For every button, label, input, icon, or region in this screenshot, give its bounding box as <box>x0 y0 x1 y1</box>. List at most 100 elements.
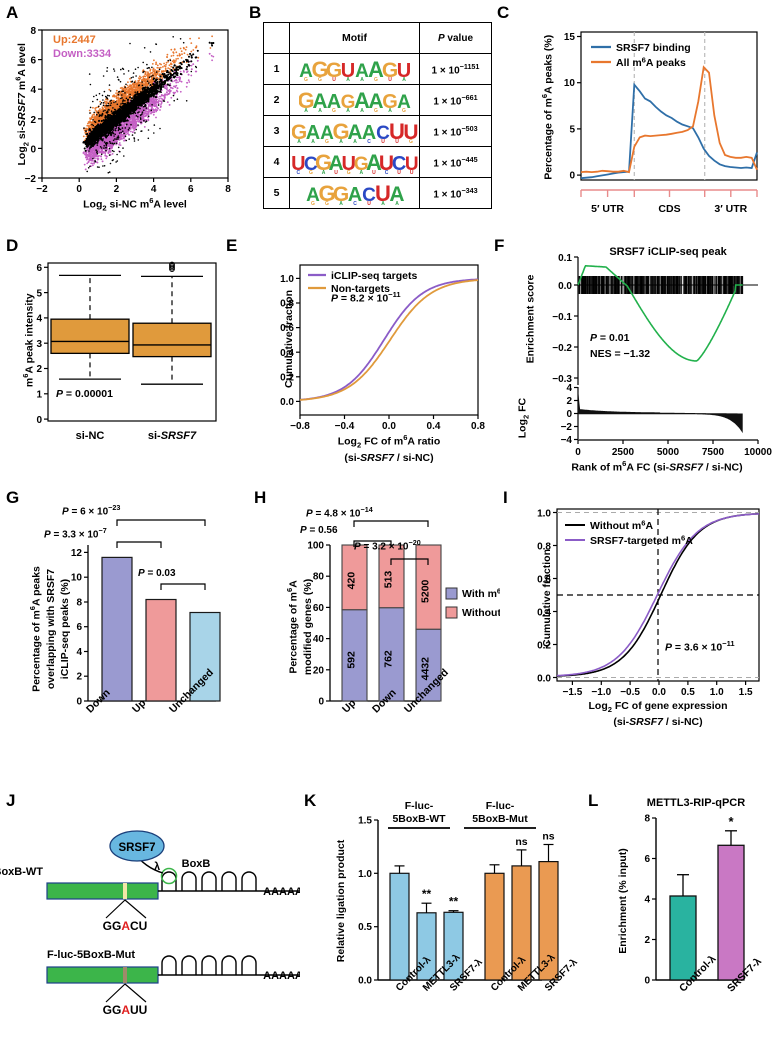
motif-index: 3 <box>264 116 290 147</box>
panel-j: J λ BoxB AAAAA SRSF7 F-luc-5BoxB-WT GGAC… <box>0 790 300 1043</box>
panel-f-stats: P = 0.01 NES = −1.32 <box>590 330 650 363</box>
j-wt-site <box>123 883 127 899</box>
l-bar <box>670 896 696 980</box>
l-ytick: 0 <box>644 976 650 987</box>
e-legend-label-1: iCLIP-seq targets <box>331 270 418 282</box>
panel-f-letter: F <box>494 237 504 254</box>
j-boxb-label: BoxB <box>182 858 211 870</box>
motif-index: 4 <box>264 147 290 178</box>
panel-a-ylabel: Log2 si-SRSF7 m6A level <box>14 24 31 184</box>
f-title: SRSF7 iCLIP-seq peak <box>609 246 727 258</box>
motif-pvalue: 1 × 10−661 <box>420 85 492 116</box>
j-wt-leader <box>106 900 146 918</box>
l-ytick: 6 <box>644 854 650 865</box>
h-bracket-label-3: P = 3.2 × 10−20 <box>354 538 421 552</box>
k-ytick: 0.5 <box>358 922 372 933</box>
g-ytick: 0 <box>76 697 82 708</box>
g-bracket-label-2: P = 6 × 10−23 <box>62 503 120 517</box>
h-bracket-label-1: P = 0.56 <box>300 525 338 536</box>
c-region-cds: CDS <box>658 203 680 215</box>
motif-index: 1 <box>264 54 290 85</box>
panel-j-schematic: λ BoxB AAAAA SRSF7 F-luc-5BoxB-WT GGACU … <box>0 790 300 1043</box>
g-ytick: 4 <box>76 647 82 658</box>
panel-k-ylabel: Relative ligation product <box>335 816 347 986</box>
c-legend-label-2: All m6A peaks <box>616 56 686 70</box>
i-legend-label-2: SRSF7-targeted m6A <box>590 534 693 548</box>
panel-d-letter: D <box>6 237 18 254</box>
k-ytick: 1.0 <box>358 869 372 880</box>
panel-f-xlabel: Rank of m6A FC (si-SRSF7 / si-NC) <box>542 459 772 474</box>
motif-index: 5 <box>264 178 290 209</box>
motif-header-motif: Motif <box>290 23 420 54</box>
motif-pvalue: 1 × 10−503 <box>420 116 492 147</box>
d-xlabel-1: si-NC <box>76 430 105 442</box>
panel-e-letter: E <box>226 237 237 254</box>
k-group-mut-line2: 5BoxB-Mut <box>472 813 528 825</box>
h-value-with: 762 <box>383 650 395 668</box>
l-bar <box>718 845 744 980</box>
j-mut-polya: AAAAA <box>263 970 300 982</box>
k-ytick: 1.5 <box>358 816 372 827</box>
g-ytick: 6 <box>76 622 82 633</box>
j-wt-motif: GGACU <box>103 919 148 933</box>
panel-f-ylabel-top: Enrichment score <box>525 252 537 387</box>
g-bar <box>102 557 132 701</box>
k-group-wt-line1: F-luc- <box>405 800 434 812</box>
k-bar <box>390 873 409 980</box>
c-legend-label-1: SRSF7 binding <box>616 42 691 54</box>
panel-j-letter: J <box>6 792 15 809</box>
j-srsf7-label: SRSF7 <box>118 842 155 854</box>
g-ytick: 12 <box>71 548 83 559</box>
motif-pvalue: 1 × 10−1151 <box>420 54 492 85</box>
h-value-without: 5200 <box>420 579 432 603</box>
j-wt-name: F-luc-5BoxB-WT <box>0 866 43 878</box>
motif-header-blank <box>264 23 290 54</box>
panel-e-xlabel: Log2 FC of m6A ratio (si-SRSF7 / si-NC) <box>300 433 478 465</box>
motif-header-pvalue: P value <box>420 23 492 54</box>
j-mut-gene-body <box>47 967 158 983</box>
j-wt-polya: AAAAA <box>263 886 300 898</box>
c-region-bracket <box>581 190 757 197</box>
panel-a-annotation-down: Down:3334 <box>53 48 111 60</box>
panel-f-ylabel-bottom: Log2 FC <box>516 381 530 456</box>
l-significance: * <box>728 814 734 829</box>
panel-l-letter: L <box>588 792 598 809</box>
panel-i-letter: I <box>503 489 508 506</box>
panel-a-xlabel: Log2 si-NC m6A level <box>42 196 228 213</box>
j-mut-boxb-loops <box>162 956 256 975</box>
k-significance: ** <box>422 887 432 901</box>
k-significance: ** <box>449 895 459 909</box>
panel-a-letter: A <box>6 4 18 21</box>
l-ytick: 8 <box>644 814 650 825</box>
panel-b-letter: B <box>249 4 261 21</box>
j-lambda-circle <box>162 869 177 884</box>
k-significance: ns <box>542 831 554 843</box>
l-title: METTL3-RIP-qPCR <box>647 797 745 809</box>
panel-g-letter: G <box>6 489 19 506</box>
annotation-down-text: Down:3334 <box>53 48 111 60</box>
motif-pvalue: 1 × 10−445 <box>420 147 492 178</box>
panel-e-ylabel: Cumulative fraction <box>283 264 295 414</box>
h-value-without: 513 <box>383 571 395 589</box>
panel-e-pvalue: P = 8.2 × 10−11 <box>331 290 401 305</box>
g-bracket-label-1: P = 3.3 × 10−7 <box>44 526 107 540</box>
